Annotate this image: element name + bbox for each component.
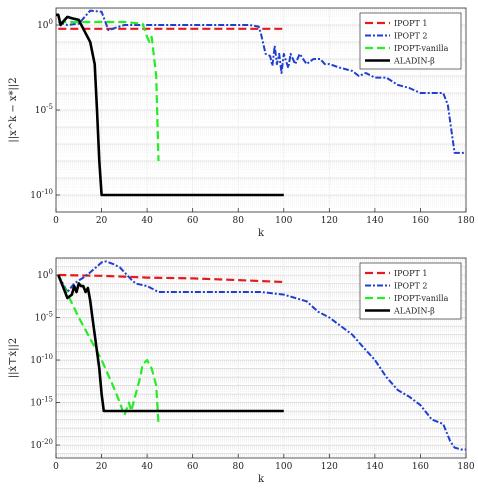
x-tick-label: 40 [141,216,153,226]
x-tick-label: 160 [412,216,429,226]
x-axis-label: k [258,474,265,485]
legend-label-ipopt-vanilla: IPOPT-vanilla [394,44,449,53]
x-tick-label: 40 [141,462,153,472]
x-tick-label: 80 [232,462,244,472]
y-tick-label: 10-10 [30,188,53,201]
chart-2: 0 20 40 60 80 100 120 140 160 180 100 10-5 10-10 10-1… [8,257,475,485]
x-tick-label: 140 [366,462,383,472]
x-tick-label: 60 [187,462,199,472]
plot-area [55,257,467,459]
y-tick-label: 10-20 [30,438,53,451]
legend-label-ipopt-1: IPOPT 1 [394,19,427,28]
x-tick-label: 0 [53,216,59,226]
legend-label-ipopt-vanilla: IPOPT-vanilla [394,294,449,303]
x-tick-label: 120 [321,216,338,226]
y-tick-label: 100 [37,18,53,31]
x-tick-label: 20 [96,216,108,226]
x-tick-label: 100 [275,462,292,472]
y-tick-label: 100 [37,268,53,281]
legend: IPOPT 1 IPOPT 2 IPOPT-vanilla ALADIN-β [359,262,462,320]
x-tick-label: 20 [96,462,108,472]
legend-label-ipopt-2: IPOPT 2 [394,282,427,291]
series-line-ipopt-2 [57,260,466,451]
y-tick-label: 10-10 [30,353,53,366]
series-line-aladin [57,274,284,413]
y-axis-label: ||ẋ⊤ẋ||2 [8,338,19,379]
x-tick-label: 160 [412,462,429,472]
x-tick-label: 140 [366,216,383,226]
series-line-ipopt-1 [58,273,284,284]
x-tick-label: 180 [457,216,474,226]
x-tick-label: 80 [232,216,244,226]
series-line-aladin [56,13,284,197]
legend-label-ipopt-2: IPOPT 2 [394,32,427,41]
legend: IPOPT 1 IPOPT 2 IPOPT-vanilla ALADIN-β [359,12,462,70]
legend-label-ipopt-1: IPOPT 1 [394,269,427,278]
y-tick-label: 10-5 [35,311,53,324]
y-axis-label: ||x^k − x*||2 [8,77,19,142]
chart-1: 0 20 40 60 80 100 120 140 160 180 100 10-5 10-10 k ||x… [8,7,475,239]
legend-label-aladin: ALADIN-β [393,57,435,66]
grid-lines [55,7,467,213]
legend-label-aladin: ALADIN-β [393,307,435,316]
x-tick-label: 100 [275,216,292,226]
series-line-ipopt-2 [57,9,466,154]
series-line-ipopt-vanilla [58,20,160,162]
x-tick-label: 120 [321,462,338,472]
y-tick-label: 10-15 [30,396,53,409]
series-line-ipopt-vanilla [57,274,160,425]
x-tick-label: 180 [457,462,474,472]
x-tick-label: 60 [187,216,199,226]
x-tick-label: 0 [53,462,59,472]
x-axis-label: k [258,228,265,239]
y-tick-label: 10-5 [35,103,53,116]
